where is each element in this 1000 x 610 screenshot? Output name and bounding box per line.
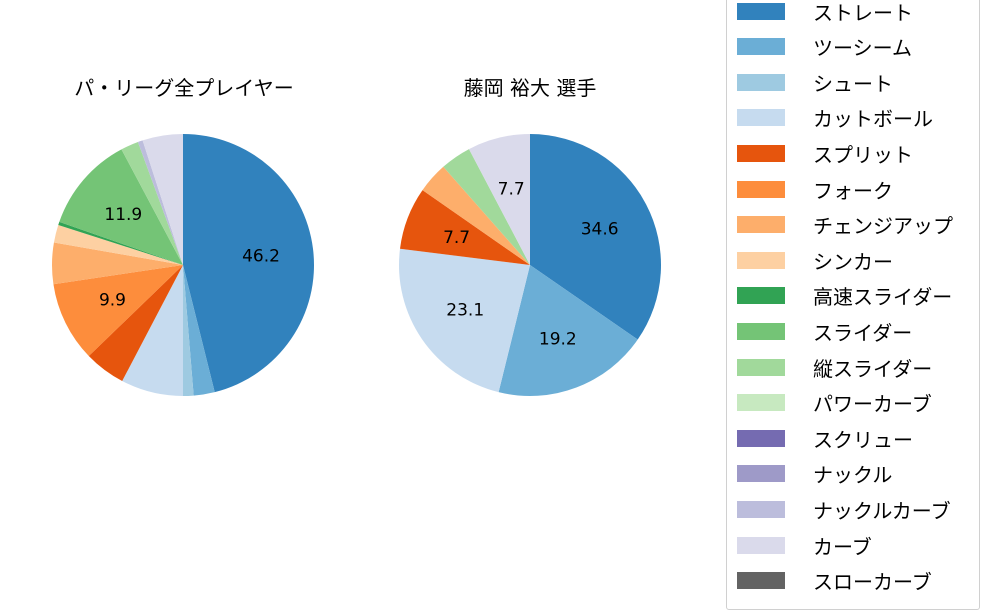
legend-label: シンカー xyxy=(813,249,893,274)
legend-swatch xyxy=(737,572,785,590)
legend-label: シュート xyxy=(813,71,893,96)
legend-item: 高速スライダー xyxy=(737,284,953,310)
legend-item: シュート xyxy=(737,70,893,96)
slice-label: 7.7 xyxy=(498,180,525,200)
pie-slice xyxy=(121,141,183,265)
legend-label: スローカーブ xyxy=(813,570,932,595)
pie-slice xyxy=(443,149,530,265)
pie-slice xyxy=(498,265,638,397)
legend-label: カットボール xyxy=(813,107,933,132)
legend-swatch xyxy=(737,287,785,305)
pie-slice xyxy=(469,134,530,265)
legend-swatch xyxy=(737,322,785,340)
pie-slice xyxy=(88,265,183,382)
legend-swatch xyxy=(737,358,785,376)
slice-label: 7.7 xyxy=(443,228,470,248)
legend-label: スプリット xyxy=(813,142,913,167)
legend-label: フォーク xyxy=(813,178,893,203)
pie-slice xyxy=(422,166,530,265)
legend-item: スライダー xyxy=(737,319,913,345)
slice-label: 46.2 xyxy=(242,246,280,266)
pie-slice xyxy=(53,224,183,265)
legend-label: ナックル xyxy=(813,463,893,488)
slice-label: 23.1 xyxy=(446,301,484,321)
legend-swatch xyxy=(737,180,785,198)
pie-slice xyxy=(530,134,661,340)
legend-swatch xyxy=(737,251,785,269)
legend-item: フォーク xyxy=(737,177,893,203)
legend-item: ナックルカーブ xyxy=(737,497,951,523)
pie-player: 34.6 19.2 23.1 7.7 7.7 xyxy=(399,134,661,397)
legend-swatch xyxy=(737,73,785,91)
legend-swatch xyxy=(737,38,785,56)
legend-item: シンカー xyxy=(737,248,893,274)
legend-item: ツーシーム xyxy=(737,35,912,61)
legend-item: パワーカーブ xyxy=(737,391,932,417)
legend-item: スクリュー xyxy=(737,426,913,452)
legend-label: カーブ xyxy=(813,534,872,559)
legend-item: ストレート xyxy=(737,0,913,25)
slice-label: 9.9 xyxy=(99,291,126,311)
legend-label: スクリュー xyxy=(813,427,913,452)
legend-label: 縦スライダー xyxy=(813,356,933,381)
legend-swatch xyxy=(737,429,785,447)
pie-league: 46.2 9.9 11.9 xyxy=(52,134,314,396)
pie-slice xyxy=(53,265,183,357)
pie-slice xyxy=(58,221,183,265)
legend-item: カットボール xyxy=(737,106,933,132)
legend-label: ストレート xyxy=(813,0,913,25)
pie-slice xyxy=(122,265,183,396)
legend-label: スライダー xyxy=(813,320,913,345)
legend-swatch xyxy=(737,536,785,554)
pie-slice xyxy=(52,242,183,285)
legend: ストレートツーシームシュートカットボール スプリットフォークチェンジアップ シンカー… xyxy=(726,0,980,610)
right-chart-title: 藤岡 裕大 選手 xyxy=(463,76,597,100)
legend-label: ツーシーム xyxy=(813,36,912,61)
legend-swatch xyxy=(737,144,785,162)
legend-item: ナックル xyxy=(737,462,893,488)
legend-label: チェンジアップ xyxy=(813,214,953,239)
left-chart-title: パ・リーグ全プレイヤー xyxy=(74,76,294,100)
pie-slice xyxy=(183,265,215,396)
legend-swatch xyxy=(737,465,785,483)
legend-item: スプリット xyxy=(737,141,913,167)
legend-swatch xyxy=(737,109,785,127)
pie-slice xyxy=(183,134,314,393)
pie-slice xyxy=(400,190,530,265)
pie-slice xyxy=(137,140,183,265)
pie-slice xyxy=(59,149,183,265)
pie-slice xyxy=(183,265,194,396)
slice-label: 11.9 xyxy=(104,205,142,225)
slice-label: 19.2 xyxy=(539,330,577,350)
legend-swatch xyxy=(737,500,785,518)
legend-swatch xyxy=(737,394,785,412)
legend-label: パワーカーブ xyxy=(813,392,932,417)
slice-label: 34.6 xyxy=(581,220,619,240)
legend-swatch xyxy=(737,2,785,20)
legend-label: ナックルカーブ xyxy=(813,498,951,523)
legend-item: チェンジアップ xyxy=(737,213,953,239)
legend-item: 縦スライダー xyxy=(737,355,933,381)
legend-label: 高速スライダー xyxy=(813,285,953,310)
legend-item: スローカーブ xyxy=(737,569,932,595)
pie-slice xyxy=(399,248,530,393)
legend-swatch xyxy=(737,216,785,234)
legend-item: カーブ xyxy=(737,533,872,559)
pie-slice xyxy=(142,134,183,265)
pie-charts: 46.2 9.9 11.9 34.6 19.2 23.1 7.7 7.7 xyxy=(52,134,661,397)
